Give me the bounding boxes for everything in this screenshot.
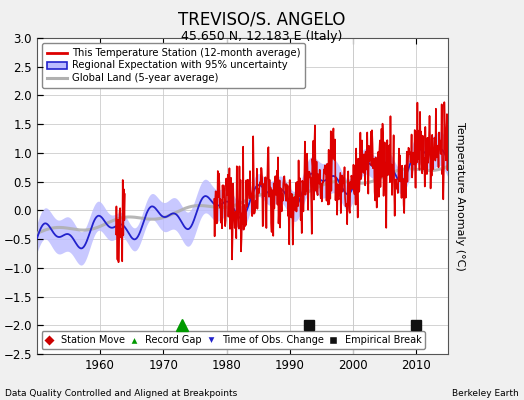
Text: Berkeley Earth: Berkeley Earth: [452, 389, 519, 398]
Text: TREVISO/S. ANGELO: TREVISO/S. ANGELO: [178, 10, 346, 28]
Legend: Station Move, Record Gap, Time of Obs. Change, Empirical Break: Station Move, Record Gap, Time of Obs. C…: [41, 331, 425, 349]
Text: 45.650 N, 12.183 E (Italy): 45.650 N, 12.183 E (Italy): [181, 30, 343, 43]
Text: Data Quality Controlled and Aligned at Breakpoints: Data Quality Controlled and Aligned at B…: [5, 389, 237, 398]
Y-axis label: Temperature Anomaly (°C): Temperature Anomaly (°C): [455, 122, 465, 270]
